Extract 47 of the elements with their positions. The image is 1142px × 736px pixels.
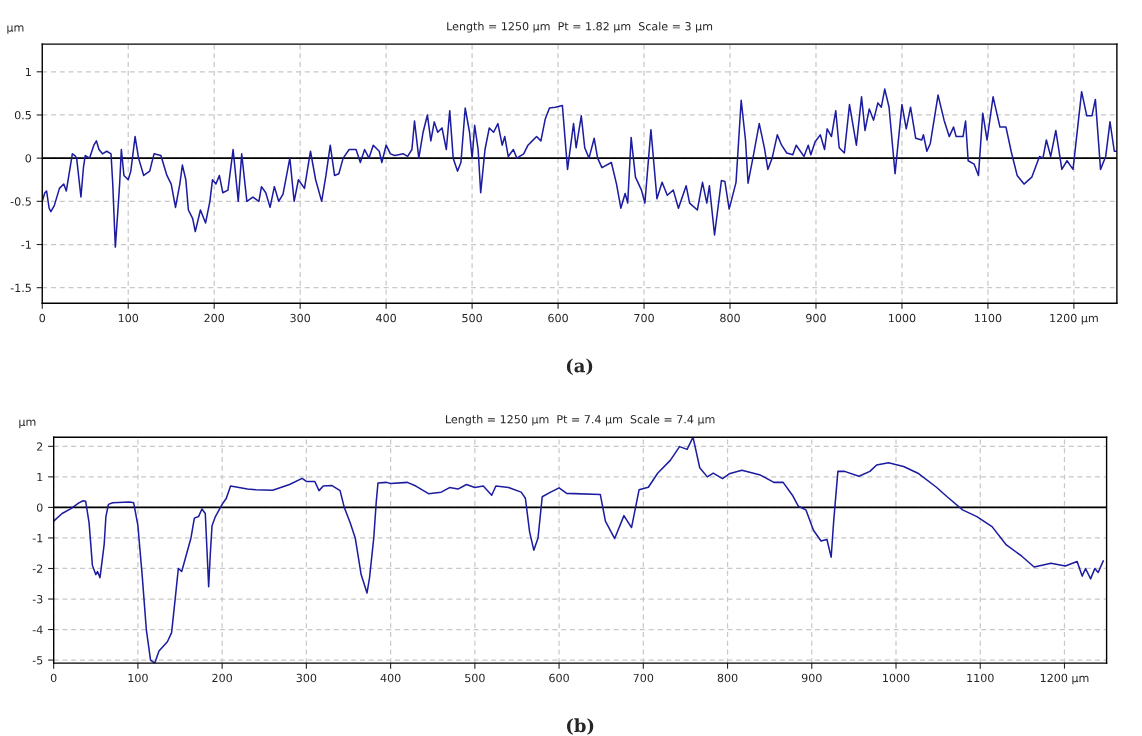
x-tick-label: 1100 <box>967 673 994 683</box>
y-tick-label: -2 <box>32 564 43 573</box>
y-tick-label: -5 <box>32 656 43 665</box>
x-tick-label: 1000 <box>889 313 916 323</box>
y-tick-label: 0 <box>25 154 32 163</box>
line-series <box>42 88 1117 248</box>
x-tick-label: 600 <box>549 673 569 683</box>
x-tick-label: 300 <box>290 313 311 323</box>
x-tick-label: 400 <box>380 673 401 683</box>
x-tick-label: 200 <box>212 673 233 683</box>
y-tick-label: -4 <box>32 625 43 634</box>
x-tick-label: 1200 µm <box>1050 313 1098 325</box>
line-series <box>53 437 1104 664</box>
x-tick-label: 500 <box>462 313 482 323</box>
text: (a) <box>566 358 593 375</box>
y-tick-label: -1.5 <box>10 283 31 293</box>
x-tick-label: 300 <box>296 673 317 683</box>
x-tick-label: 900 <box>806 313 826 323</box>
y-tick-label: 2 <box>37 442 43 451</box>
y-tick-label: 1 <box>37 473 43 482</box>
y-tick-label: 0.5 <box>14 110 31 120</box>
y-tick-label: -0.5 <box>10 197 31 206</box>
x-tick-label: 700 <box>633 673 654 683</box>
x-tick-label: 600 <box>548 313 568 323</box>
x-tick-label: 500 <box>465 673 485 683</box>
x-tick-label: 100 <box>118 313 139 323</box>
y-tick-label: 0 <box>36 503 43 512</box>
x-tick-label: 0 <box>50 673 57 683</box>
x-tick-label: 700 <box>634 313 654 323</box>
y-axis-title: µm <box>7 25 24 34</box>
y-tick-label: -1 <box>32 534 43 543</box>
y-axis-title: µm <box>19 419 36 429</box>
chart-title: Length = 1250 µm Pt = 1.82 µm Scale = 3 µm <box>447 21 713 33</box>
x-tick-label: 1000 <box>883 673 910 683</box>
x-tick-label: 900 <box>801 673 822 683</box>
x-tick-label: 1200 µm <box>1040 673 1089 685</box>
chart-title: Length = 1250 µm Pt = 7.4 µm Scale = 7.4 µm <box>446 414 715 426</box>
x-tick-label: 1100 <box>975 313 1002 323</box>
x-tick-label: 800 <box>717 673 738 683</box>
x-tick-label: 400 <box>376 313 396 323</box>
x-tick-label: 100 <box>128 673 148 683</box>
y-tick-label: -3 <box>32 594 43 604</box>
y-tick-label: 1 <box>25 67 31 77</box>
y-tick-label: -1 <box>21 240 31 249</box>
x-tick-label: 200 <box>204 313 225 323</box>
text: (b) <box>566 718 594 735</box>
x-tick-label: 800 <box>720 313 740 323</box>
